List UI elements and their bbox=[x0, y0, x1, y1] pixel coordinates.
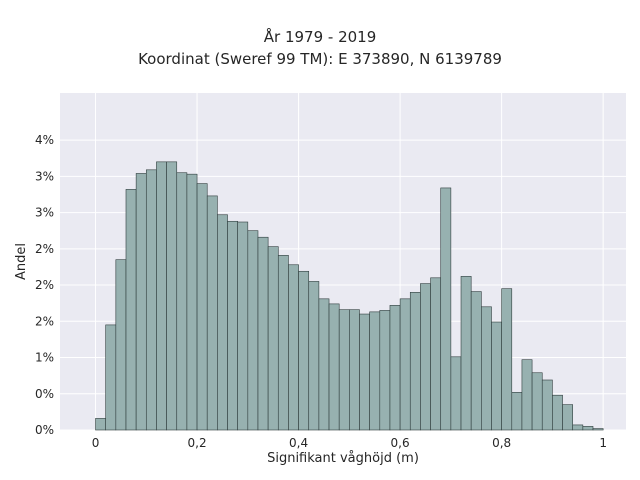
histogram-bar bbox=[440, 187, 452, 431]
y-axis-label: Andel bbox=[14, 243, 29, 280]
histogram-bar bbox=[470, 291, 482, 431]
y-tick-label: 3% bbox=[35, 206, 54, 220]
histogram-bar bbox=[389, 305, 401, 431]
histogram-bar bbox=[399, 298, 411, 431]
histogram-bar bbox=[277, 255, 289, 431]
histogram-bar bbox=[145, 169, 157, 431]
histogram-bar bbox=[541, 379, 553, 431]
chart-title: År 1979 - 2019 bbox=[263, 28, 377, 46]
histogram-bars bbox=[95, 161, 604, 431]
histogram-bar bbox=[176, 172, 188, 431]
histogram-bar bbox=[115, 259, 127, 431]
histogram-bar bbox=[166, 161, 178, 431]
histogram-bar bbox=[379, 310, 391, 431]
histogram-bar bbox=[430, 277, 442, 431]
histogram-bar bbox=[582, 426, 594, 431]
histogram-bar bbox=[572, 424, 584, 431]
y-tick-label: 0% bbox=[35, 387, 54, 401]
x-tick-label: 0,2 bbox=[188, 436, 207, 450]
histogram-bar bbox=[318, 298, 330, 431]
y-axis-ticks: 0% 0% 1% 2% 2% 2% 3% 3% 4% bbox=[35, 133, 54, 437]
chart-subtitle: Koordinat (Sweref 99 TM): E 373890, N 61… bbox=[138, 50, 502, 68]
histogram-bar bbox=[288, 264, 299, 431]
histogram-bar bbox=[552, 394, 563, 431]
x-tick-label: 0,4 bbox=[289, 436, 308, 450]
histogram-bar bbox=[491, 321, 502, 431]
histogram-bar bbox=[369, 311, 381, 431]
histogram-bar bbox=[186, 173, 198, 431]
histogram-bar bbox=[328, 303, 340, 431]
histogram-bar bbox=[349, 309, 360, 431]
histogram-bar bbox=[156, 161, 167, 431]
histogram-bar bbox=[359, 313, 370, 431]
histogram-bar bbox=[95, 418, 106, 431]
histogram-bar bbox=[592, 428, 604, 431]
histogram-bar bbox=[135, 173, 147, 431]
y-tick-label: 2% bbox=[35, 278, 54, 292]
histogram-bar bbox=[521, 359, 533, 431]
histogram-bar bbox=[562, 404, 573, 431]
histogram-bar bbox=[206, 195, 218, 431]
histogram-bar bbox=[460, 276, 472, 431]
histogram-bar bbox=[298, 270, 310, 431]
histogram-bar bbox=[217, 214, 228, 431]
histogram-bar bbox=[267, 246, 279, 431]
x-axis-ticks: 0 0,2 0,4 0,6 0,8 1 bbox=[92, 436, 607, 450]
histogram-bar bbox=[308, 281, 320, 431]
x-axis-label: Signifikant våghöjd (m) bbox=[267, 451, 419, 466]
histogram-bar bbox=[409, 292, 421, 431]
x-tick-label: 0,8 bbox=[492, 436, 511, 450]
histogram-bar bbox=[196, 183, 208, 431]
histogram-bar bbox=[125, 189, 137, 431]
histogram-bar bbox=[511, 392, 523, 431]
x-tick-label: 1 bbox=[599, 436, 607, 450]
histogram-bar bbox=[420, 283, 431, 431]
y-tick-label: 1% bbox=[35, 351, 54, 365]
histogram-bar bbox=[257, 236, 269, 431]
y-tick-label: 4% bbox=[35, 133, 54, 147]
x-tick-label: 0,6 bbox=[391, 436, 410, 450]
histogram-bar bbox=[227, 220, 238, 431]
histogram-bar bbox=[531, 372, 543, 431]
histogram-bar bbox=[481, 306, 492, 431]
histogram-bar bbox=[105, 324, 117, 431]
y-tick-label: 0% bbox=[35, 423, 54, 437]
y-tick-label: 2% bbox=[35, 242, 54, 256]
histogram-bar bbox=[501, 288, 513, 431]
y-tick-label: 3% bbox=[35, 169, 54, 183]
histogram-bar bbox=[237, 221, 249, 431]
histogram-bar bbox=[247, 230, 259, 431]
histogram-bar bbox=[338, 309, 350, 431]
x-tick-label: 0 bbox=[92, 436, 100, 450]
y-tick-label: 2% bbox=[35, 314, 54, 328]
histogram-bar bbox=[450, 356, 462, 431]
